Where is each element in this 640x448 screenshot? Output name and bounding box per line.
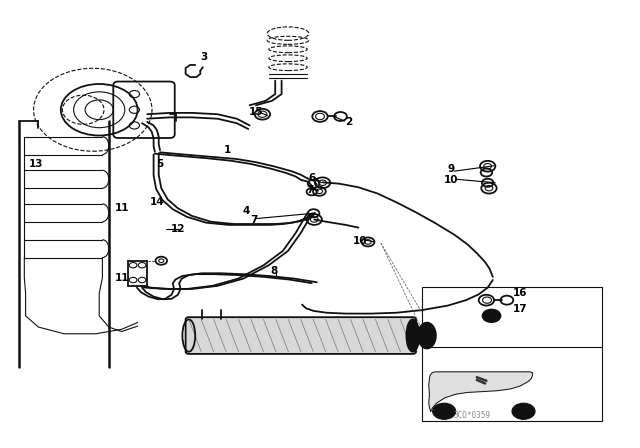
Text: 16: 16 [513, 289, 527, 298]
Text: 10: 10 [353, 236, 367, 246]
Text: 17: 17 [513, 304, 527, 314]
Text: 3: 3 [200, 52, 207, 62]
FancyBboxPatch shape [186, 317, 416, 354]
Circle shape [433, 403, 456, 419]
Text: 6: 6 [308, 173, 316, 183]
Text: 4: 4 [242, 207, 250, 216]
Text: 1: 1 [223, 145, 231, 155]
Text: 11: 11 [115, 203, 129, 213]
Text: 3CO*0359: 3CO*0359 [454, 411, 491, 420]
Text: 11: 11 [115, 273, 129, 283]
FancyBboxPatch shape [113, 82, 175, 138]
Text: 9: 9 [447, 164, 455, 174]
Bar [422, 287, 602, 421]
Text: 8: 8 [270, 266, 278, 276]
Text: 2: 2 [345, 117, 353, 127]
Circle shape [512, 403, 535, 419]
Text: 7: 7 [307, 185, 314, 194]
Text: 14: 14 [150, 198, 164, 207]
Text: 13: 13 [29, 159, 43, 168]
Text: 12: 12 [171, 224, 185, 234]
Circle shape [483, 310, 500, 322]
Bar [128, 261, 147, 286]
Ellipse shape [418, 323, 436, 349]
Ellipse shape [406, 319, 419, 352]
Text: 7: 7 [250, 215, 257, 224]
Text: 15: 15 [249, 107, 263, 117]
Text: 10: 10 [444, 175, 458, 185]
Polygon shape [429, 372, 532, 411]
Text: 5: 5 [156, 159, 164, 168]
